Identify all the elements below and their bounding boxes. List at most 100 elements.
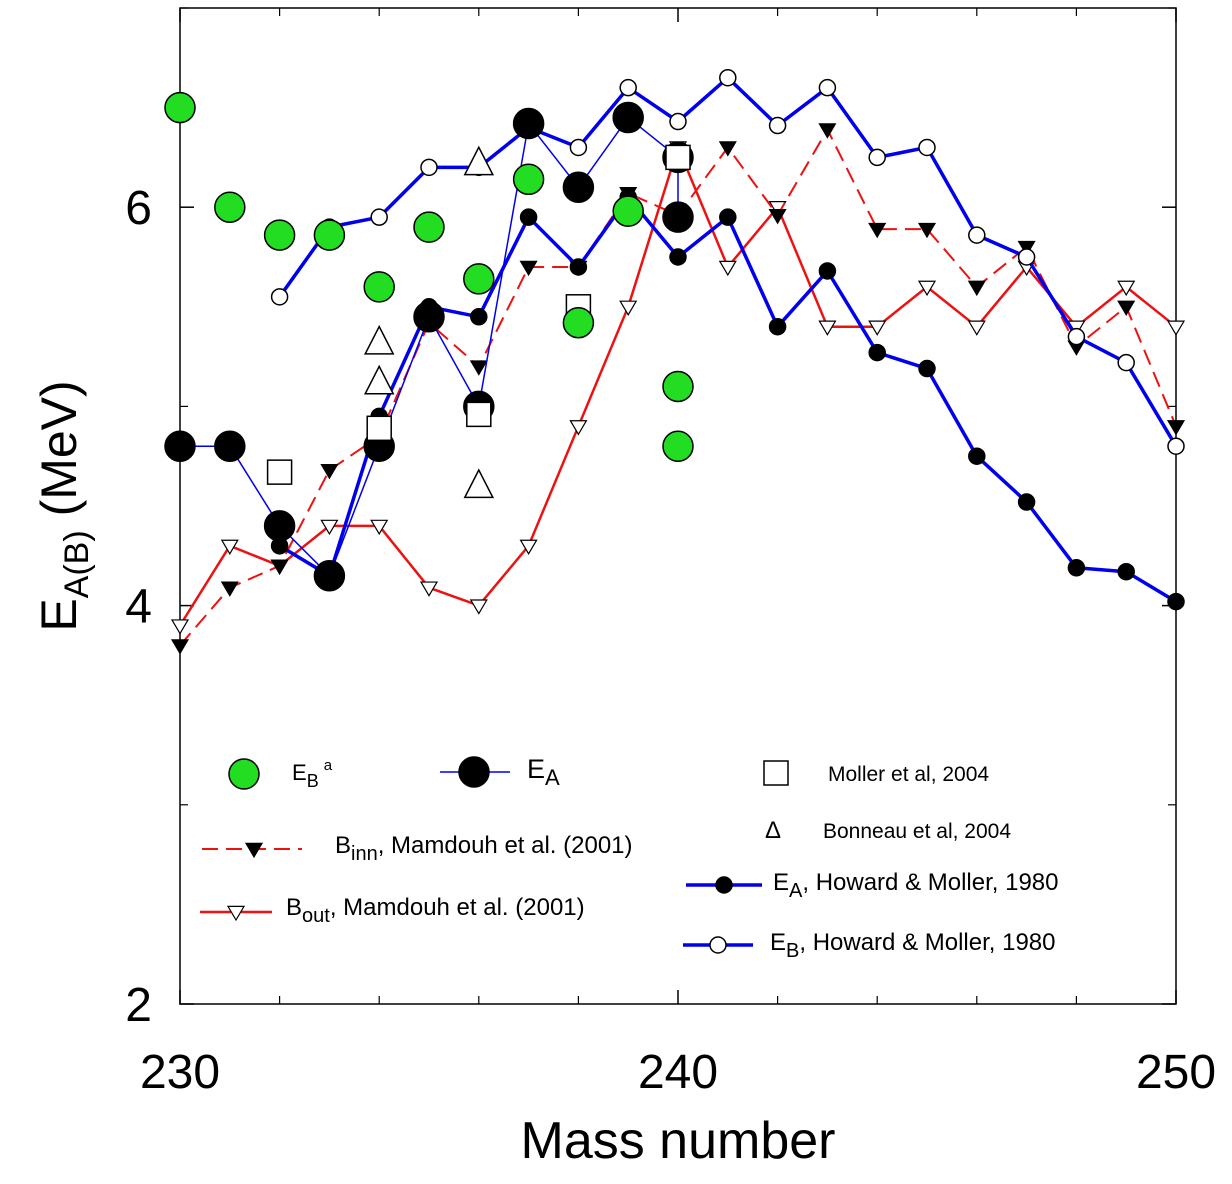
data-point-ea_exp: [512, 107, 545, 140]
data-point-b_inn: [170, 639, 190, 655]
data-point-ea_hm: [1167, 592, 1185, 611]
legend-label-moller: Moller et al, 2004: [828, 763, 989, 786]
data-point-eb_hm: [868, 148, 886, 167]
data-point-b_out: [569, 420, 588, 436]
data-point-ea_hm: [918, 359, 936, 378]
legend: EBa EA Moller et al, 2004 Δ Bonneau et al, 2…: [200, 754, 1058, 962]
axis-ticks: 2 4 6 230 240 250: [125, 7, 1216, 1099]
data-point-ea_exp: [164, 430, 196, 462]
legend-marker-eb_hm: [709, 936, 727, 954]
data-point-eb_hm: [1167, 437, 1185, 455]
data-point-bonneau: [363, 324, 395, 355]
legend-label-b_inn: Binn, Mamdouh et al. (2001): [335, 832, 633, 865]
x-tick-label: 230: [140, 1046, 220, 1099]
data-point-b_out: [1166, 320, 1186, 336]
legend-marker-b_out: [226, 905, 246, 922]
data-point-eb_exp: [263, 219, 296, 251]
series-line-ea_hm: [278, 195, 1177, 604]
legend-label-b_out: Bout, Mamdouh et al. (2001): [286, 894, 585, 927]
y-tick-label: 2: [125, 979, 152, 1032]
series-line-ea_exp: [180, 116, 679, 577]
data-point-b_inn: [320, 463, 339, 480]
series-ea_hm: [270, 188, 1185, 611]
data-point-ea_exp: [263, 510, 296, 542]
data-point-eb_exp: [612, 195, 644, 227]
data-point-eb_exp: [562, 306, 595, 339]
data-point-ea_hm: [569, 258, 588, 276]
data-point-b_inn: [1166, 420, 1186, 436]
data-point-b_out: [818, 320, 837, 336]
data-point-b_out: [370, 519, 389, 536]
data-point-bonneau: [463, 145, 495, 176]
legend-marker-ea_hm: [715, 876, 733, 894]
data-point-b_inn: [818, 123, 837, 139]
data-point-ea_hm: [868, 343, 886, 362]
data-point-b_inn: [868, 222, 887, 239]
data-point-b_out: [320, 519, 339, 536]
legend-label-eb_hm: EB, Howard & Moller, 1980: [770, 929, 1055, 962]
data-point-ea_hm: [669, 248, 687, 266]
data-point-b_inn: [270, 559, 289, 575]
data-point-b_out: [170, 619, 190, 635]
series-eb_exp: [164, 91, 694, 462]
data-point-eb_exp: [214, 191, 246, 223]
data-point-b_out: [718, 260, 737, 277]
data-point-moller: [366, 415, 392, 442]
data-point-ea_hm: [768, 317, 787, 336]
data-point-b_inn: [220, 581, 239, 597]
data-point-eb_hm: [968, 226, 986, 244]
data-point-b_inn: [768, 208, 787, 225]
data-point-ea_hm: [719, 208, 737, 226]
data-point-b_out: [967, 320, 986, 336]
data-point-b_inn: [917, 222, 937, 239]
data-point-ea_exp: [662, 201, 694, 233]
legend-marker-eb_exp: [228, 758, 260, 790]
data-point-ea_hm: [1117, 562, 1135, 581]
x-axis-label: Mass number: [521, 1112, 836, 1170]
legend-label-bonneau: Bonneau et al, 2004: [823, 820, 1011, 843]
data-point-eb_hm: [1117, 353, 1135, 372]
data-point-ea_hm: [818, 262, 837, 280]
legend-label-ea_exp: EA: [527, 754, 560, 790]
data-point-eb_hm: [1067, 327, 1086, 346]
data-point-ea_exp: [413, 301, 445, 333]
data-point-eb_exp: [164, 91, 196, 124]
y-axis-label-sub: A(B): [58, 530, 96, 598]
legend-marker-bonneau: Δ: [765, 817, 781, 844]
x-tick-label: 250: [1136, 1046, 1216, 1099]
data-point-b_inn: [469, 360, 488, 376]
data-point-b_out: [619, 300, 638, 316]
data-point-eb_hm: [918, 138, 936, 157]
data-point-eb_hm: [569, 138, 588, 157]
data-point-eb_hm: [818, 78, 837, 97]
y-tick-label: 4: [125, 581, 152, 634]
data-point-moller: [266, 459, 293, 485]
data-point-b_inn: [1117, 300, 1136, 316]
data-point-moller: [466, 401, 492, 428]
data-point-eb_exp: [463, 263, 495, 295]
data-point-eb_hm: [619, 78, 637, 97]
data-point-b_inn: [519, 260, 538, 277]
data-point-b_out: [220, 539, 239, 556]
data-point-b_out: [519, 539, 538, 556]
data-point-eb_exp: [413, 211, 445, 243]
data-point-ea_exp: [313, 559, 346, 592]
series-bonneau: [363, 145, 495, 499]
legend-marker-ea_exp: [458, 756, 490, 788]
data-point-ea_hm: [470, 308, 488, 326]
data-point-eb_hm: [1017, 248, 1036, 266]
data-point-ea_hm: [968, 447, 986, 465]
legend-marker-moller: [763, 760, 789, 786]
data-point-eb_exp: [662, 430, 694, 462]
y-axis-label: EA(B) (MeV): [31, 380, 96, 631]
data-point-eb_exp: [512, 163, 545, 196]
data-point-eb_hm: [768, 116, 787, 135]
data-point-eb_hm: [420, 158, 438, 177]
data-point-bonneau: [463, 468, 495, 499]
data-point-ea_hm: [1017, 493, 1036, 511]
y-tick-label: 6: [125, 182, 152, 235]
data-point-b_out: [1117, 280, 1136, 297]
data-point-eb_exp: [363, 271, 395, 303]
data-point-eb_hm: [719, 68, 737, 87]
